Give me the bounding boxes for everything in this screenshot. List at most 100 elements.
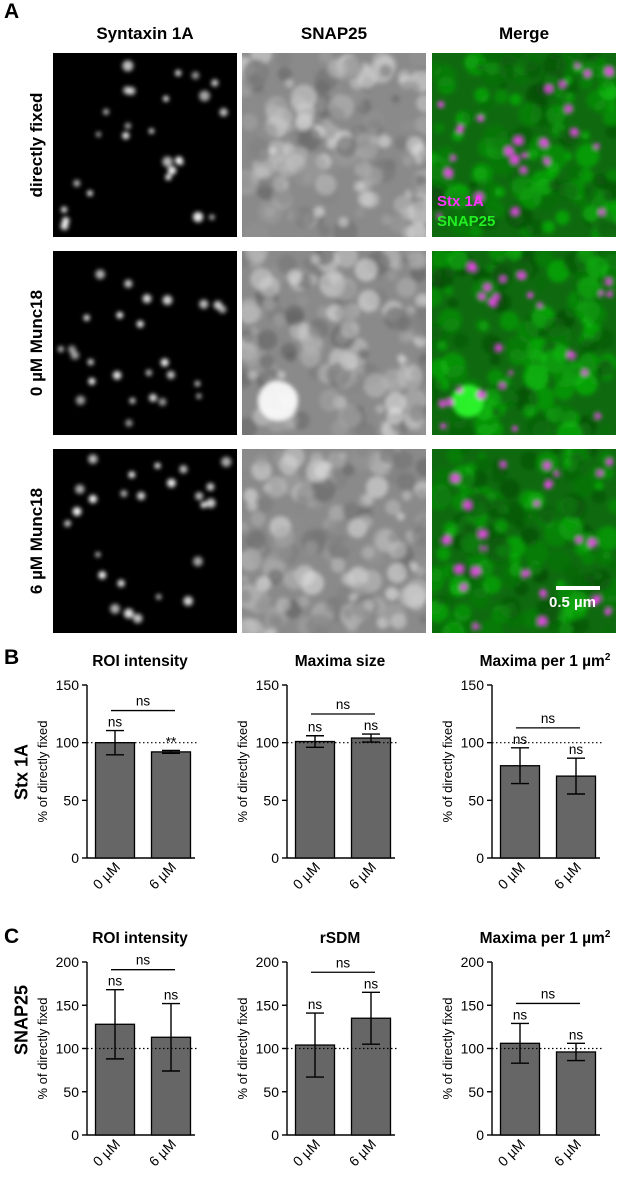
x-tick-label: 0 µM [90, 1136, 124, 1170]
y-axis-label: % of directly fixed [235, 721, 250, 823]
x-tick-label: 0 µM [495, 859, 529, 893]
x-tick-label: 6 µM [551, 859, 585, 893]
x-tick-label: 0 µM [495, 1136, 529, 1170]
row-label-0uM: 0 µM Munc18 [27, 289, 46, 397]
y-axis-label: % of directly fixed [235, 998, 250, 1100]
column-title-merge: Merge [498, 24, 550, 43]
error-bar-0 [106, 988, 124, 1060]
significance-label: ns [108, 715, 123, 730]
error-bar-1 [567, 757, 585, 795]
y-axis-label: % of directly fixed [35, 721, 50, 823]
y-tick-label: 200 [461, 954, 485, 970]
y-tick-label: 50 [263, 792, 279, 808]
error-bar-0 [306, 735, 324, 748]
micrograph-r2-c2 [432, 449, 616, 633]
y-tick-label: 100 [56, 735, 80, 751]
column-title-syntaxin: Syntaxin 1A [96, 24, 194, 43]
chart-b3: Maxima per 1 µm2 % of directly fixed 0 50 10… [440, 652, 610, 893]
micrograph-r0-c0 [53, 53, 237, 237]
significance-label: ns [569, 1027, 584, 1042]
x-tick-label: 0 µM [290, 859, 324, 893]
y-tick-label: 100 [56, 1041, 80, 1057]
panel-label-a: A [4, 0, 20, 23]
error-bar-0 [511, 1022, 529, 1064]
micrograph-r2-c0 [53, 449, 237, 633]
merge-legend-snap: SNAP25 [437, 213, 496, 230]
comparison-label: ns [541, 986, 556, 1001]
significance-label: ns [569, 742, 584, 757]
panel-label-c: C [4, 925, 20, 948]
significance-label: ns [108, 974, 123, 989]
significance-label: ns [308, 997, 323, 1012]
scale-bar-label: 0.5 µm [549, 594, 596, 611]
chart-title: Maxima per 1 µm2 [480, 929, 610, 947]
row-label-6uM: 6 µM Munc18 [27, 487, 46, 595]
micrograph-r0-c1 [242, 53, 426, 237]
y-tick-label: 0 [271, 850, 279, 866]
x-tick-label: 0 µM [90, 859, 124, 893]
error-bar-1 [362, 991, 380, 1045]
chart-title: Maxima per 1 µm2 [480, 652, 610, 670]
y-tick-label: 150 [56, 997, 80, 1013]
significance-label: ns [308, 720, 323, 735]
y-tick-label: 150 [56, 677, 80, 693]
y-tick-label: 0 [71, 1127, 79, 1143]
bar-1 [150, 751, 192, 859]
chart-title: ROI intensity [92, 653, 188, 670]
y-tick-label: 150 [256, 997, 280, 1013]
comparison-label: ns [336, 955, 351, 970]
row-label-directly-fixed: directly fixed [27, 92, 46, 198]
y-tick-label: 100 [256, 735, 280, 751]
error-bar-1 [567, 1042, 585, 1062]
y-axis-label: % of directly fixed [35, 998, 50, 1100]
significance-label: ** [166, 735, 177, 750]
micrograph-r1-c1 [242, 251, 426, 435]
chart-title-superscript: 2 [605, 929, 610, 940]
y-tick-label: 150 [461, 677, 485, 693]
y-tick-label: 100 [256, 1041, 280, 1057]
y-tick-label: 200 [56, 954, 80, 970]
significance-label: ns [513, 1007, 528, 1022]
chart-c2: rSDM % of directly fixed 0 50 100 150 200 ns 0 µ… [235, 930, 398, 1170]
y-tick-label: 150 [461, 997, 485, 1013]
y-tick-label: 50 [263, 1084, 279, 1100]
error-bar-1 [162, 1002, 180, 1072]
y-tick-label: 0 [476, 1127, 484, 1143]
x-tick-label: 6 µM [146, 1136, 180, 1170]
scale-bar [556, 586, 600, 590]
micrograph-r0-c2 [432, 53, 616, 237]
x-tick-label: 6 µM [146, 859, 180, 893]
comparison-label: ns [336, 697, 351, 712]
significance-label: ns [164, 988, 179, 1003]
chart-title-superscript: 2 [605, 652, 610, 663]
bar-1 [555, 1051, 597, 1136]
error-bar-0 [511, 747, 529, 785]
y-tick-label: 0 [71, 850, 79, 866]
chart-title: ROI intensity [92, 930, 188, 947]
x-tick-label: 0 µM [290, 1136, 324, 1170]
y-tick-label: 150 [256, 677, 280, 693]
column-title-snap25: SNAP25 [300, 24, 368, 43]
chart-title: rSDM [320, 930, 360, 947]
y-tick-label: 0 [271, 1127, 279, 1143]
y-tick-label: 200 [256, 954, 280, 970]
y-tick-label: 100 [461, 1041, 485, 1057]
x-tick-label: 6 µM [346, 859, 380, 893]
y-tick-label: 50 [468, 1084, 484, 1100]
bar-0 [94, 742, 136, 859]
comparison-label: ns [136, 953, 151, 968]
chart-b2: Maxima size % of directly fixed 0 50 100 150 n… [235, 653, 398, 893]
y-tick-label: 50 [468, 792, 484, 808]
chart-title: Maxima size [295, 653, 386, 670]
x-tick-label: 6 µM [346, 1136, 380, 1170]
y-tick-label: 50 [63, 1084, 79, 1100]
x-tick-label: 6 µM [551, 1136, 585, 1170]
panel-label-b: B [4, 646, 20, 669]
bar-1 [350, 737, 392, 859]
micrograph-r1-c0 [53, 251, 237, 435]
bar-0 [294, 740, 336, 859]
micrograph-r2-c1 [242, 449, 426, 633]
error-bar-0 [306, 1012, 324, 1078]
y-tick-label: 100 [461, 735, 485, 751]
y-tick-label: 50 [63, 792, 79, 808]
